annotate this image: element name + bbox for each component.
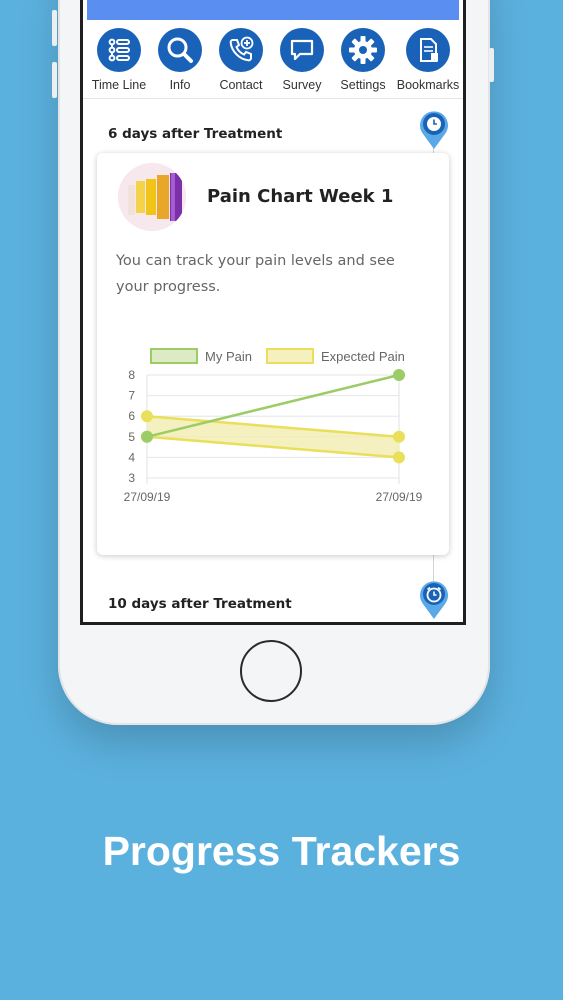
nav-item-bookmarks[interactable]: Bookmarks <box>395 28 461 92</box>
my-pain-point <box>141 430 153 443</box>
y-tick-label: 5 <box>128 430 135 444</box>
y-tick-label: 6 <box>128 409 135 423</box>
card-title: Pain Chart Week 1 <box>207 186 394 207</box>
legend-swatch-expected-pain <box>266 348 314 364</box>
my-pain-point <box>393 369 405 381</box>
nav-label-bookmarks: Bookmarks <box>396 78 460 92</box>
timeline-icon <box>97 28 141 72</box>
y-tick-label: 4 <box>128 450 135 464</box>
legend-label-my-pain: My Pain <box>205 349 252 364</box>
app-header-bar <box>87 0 459 20</box>
x-tick-label: 27/09/19 <box>376 490 423 504</box>
legend-label-expected-pain: Expected Pain <box>321 349 405 364</box>
phone-power-button <box>489 48 494 82</box>
pain-chart: 3 4 5 6 7 8 27/09/19 27/09/19 My Pain Expected Pa… <box>124 348 423 504</box>
nav-label-settings: Settings <box>340 78 386 92</box>
expected-pain-upper-line <box>146 414 400 439</box>
home-button[interactable] <box>240 640 302 702</box>
nav-label-timeline: Time Line <box>91 78 147 92</box>
nav-label-survey: Survey <box>282 78 322 92</box>
nav-divider <box>83 98 463 99</box>
alarm-clock-icon[interactable] <box>417 580 451 620</box>
nav-item-survey[interactable]: Survey <box>269 28 335 92</box>
promo-caption: Progress Trackers <box>102 828 461 874</box>
y-tick-label: 3 <box>128 471 135 485</box>
expected-pain-point <box>393 430 405 443</box>
gear-icon <box>341 28 385 72</box>
document-bookmark-icon <box>406 28 450 72</box>
nav-label-info: Info <box>169 78 191 92</box>
section-heading: 10 days after Treatment <box>108 596 292 612</box>
nav-label-contact: Contact <box>219 78 263 92</box>
app-screen: Time Line Info Contact <box>80 0 466 625</box>
phone-add-icon <box>219 28 263 72</box>
expected-pain-lower-line <box>146 435 400 459</box>
phone-side-button <box>52 10 57 46</box>
expected-pain-band <box>147 416 399 458</box>
card-description: You can track your pain levels and see y… <box>116 253 395 295</box>
y-tick-label: 8 <box>128 368 135 382</box>
clock-icon[interactable] <box>417 110 451 150</box>
expected-pain-point <box>141 410 153 423</box>
legend-swatch-my-pain <box>150 348 198 364</box>
nav-item-info[interactable]: Info <box>147 28 213 92</box>
y-tick-label: 7 <box>128 389 135 403</box>
medicine-thumbnail <box>118 163 186 231</box>
nav-item-contact[interactable]: Contact <box>208 28 274 92</box>
top-navigation: Time Line Info Contact <box>83 28 463 98</box>
x-tick-label: 27/09/19 <box>124 490 171 504</box>
section-heading: 6 days after Treatment <box>108 126 283 142</box>
expected-pain-point <box>393 451 405 464</box>
nav-item-settings[interactable]: Settings <box>330 28 396 92</box>
chat-bubble-icon <box>280 28 324 72</box>
phone-side-button <box>52 62 57 98</box>
pain-chart-card[interactable]: Pain Chart Week 1 You can track your pai… <box>97 153 449 555</box>
search-icon <box>158 28 202 72</box>
my-pain-line <box>146 373 400 439</box>
nav-item-timeline[interactable]: Time Line <box>86 28 152 92</box>
